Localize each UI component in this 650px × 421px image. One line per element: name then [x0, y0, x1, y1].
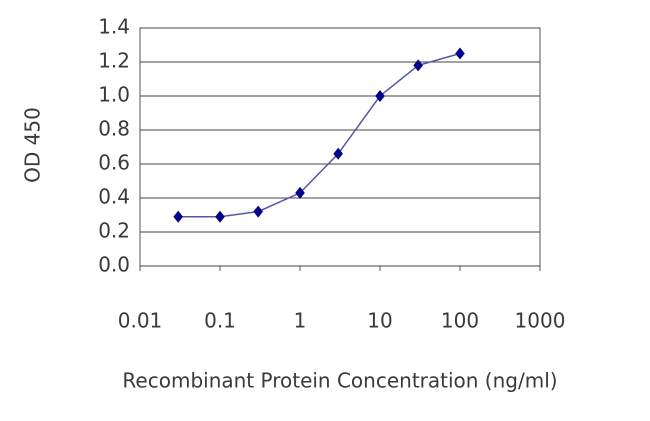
y-tick-label: 0.2 [98, 219, 130, 243]
data-point [215, 210, 225, 223]
x-tick-label: 10 [367, 309, 392, 333]
x-tick-label: 100 [441, 309, 479, 333]
y-tick-label: 1.2 [98, 49, 130, 73]
x-tick-label: 1 [294, 309, 307, 333]
y-tick-label: 0.0 [98, 253, 130, 277]
y-tick-label: 0.6 [98, 151, 130, 175]
data-point [375, 90, 385, 102]
x-tick-label: 0.1 [204, 309, 236, 333]
y-tick-label: 0.8 [98, 117, 130, 141]
data-point [253, 205, 263, 218]
data-point [173, 210, 183, 223]
y-tick-label: 1.0 [98, 83, 130, 107]
data-point [413, 59, 423, 72]
y-tick-label: 0.4 [98, 185, 130, 209]
plot-area [139, 27, 541, 267]
y-tick-label: 1.4 [98, 15, 130, 39]
data-point [295, 186, 305, 199]
x-tick-label: 1000 [515, 309, 566, 333]
x-axis-label: Recombinant Protein Concentration (ng/ml… [122, 369, 557, 393]
x-tick-label: 0.01 [118, 309, 163, 333]
y-axis-label: OD 450 [21, 107, 45, 183]
data-point [333, 147, 343, 160]
data-line [178, 52, 461, 218]
data-point [455, 47, 465, 60]
